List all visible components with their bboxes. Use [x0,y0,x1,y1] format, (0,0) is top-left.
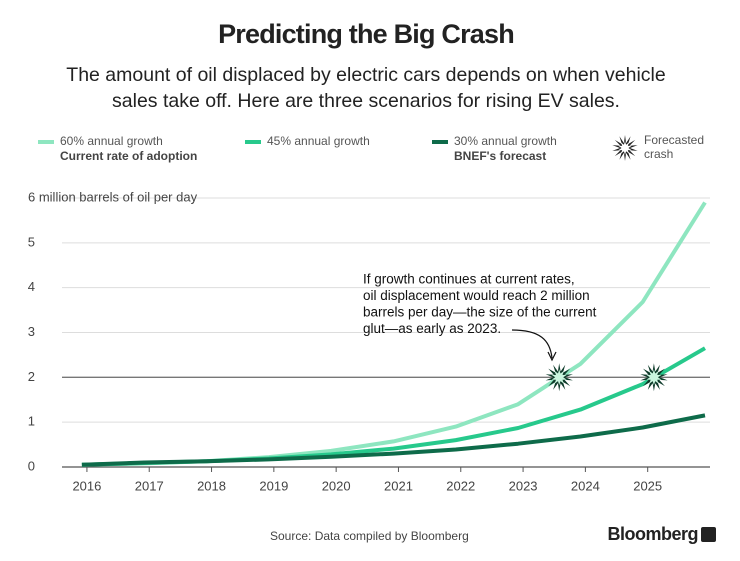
arrow-head [547,351,557,362]
annotation: glut—as early as 2023. [363,321,501,336]
subtitle: The amount of oil displaced by electric … [66,64,665,86]
x-tick-label: 2019 [259,478,288,493]
legend-label: 30% annual growth [454,134,557,148]
y-tick-label: 6 million barrels of oil per day [28,189,198,204]
annotation: oil displacement would reach 2 million [363,288,590,303]
x-tick-label: 2022 [446,478,475,493]
brand: Bloomberg [607,524,698,544]
y-tick-label: 5 [28,234,35,249]
x-tick-label: 2020 [322,478,351,493]
x-tick-label: 2017 [135,478,164,493]
annotation: If growth continues at current rates, [363,272,575,287]
legend-label: 45% annual growth [267,134,370,148]
x-tick-label: 2024 [571,478,600,493]
brand-icon [701,527,716,542]
chart-title: Predicting the Big Crash [218,19,514,49]
y-tick-label: 4 [28,279,35,294]
subtitle: sales take off. Here are three scenarios… [112,90,620,112]
x-tick-label: 2016 [72,478,101,493]
legend-crash-box: Forecasted crash [644,133,705,161]
source: Source: Data compiled by Bloomberg [270,529,469,543]
annotation: barrels per day—the size of the current [363,305,597,320]
x-tick-label: 2023 [509,478,538,493]
y-tick-label: 0 [28,458,35,473]
legend-label: 60% annual growth [60,134,163,148]
crash-marker [640,363,668,392]
legend-crash-label: Forecasted crash [644,133,705,161]
crash-star-inner [551,369,567,386]
annotation-arrow [511,329,553,359]
x-tick-label: 2025 [633,478,662,493]
legend-note: BNEF's forecast [454,149,546,163]
series-line [81,413,706,467]
y-tick-label: 3 [28,324,35,339]
y-tick-label: 2 [28,369,35,384]
x-tick-label: 2018 [197,478,226,493]
x-tick-label: 2021 [384,478,413,493]
y-tick-label: 1 [28,414,35,429]
crash-marker [545,363,573,392]
crash-star-inner [646,369,662,386]
legend-note: Current rate of adoption [60,149,197,163]
series-line [81,346,706,467]
legend-crash-inner [618,141,632,155]
